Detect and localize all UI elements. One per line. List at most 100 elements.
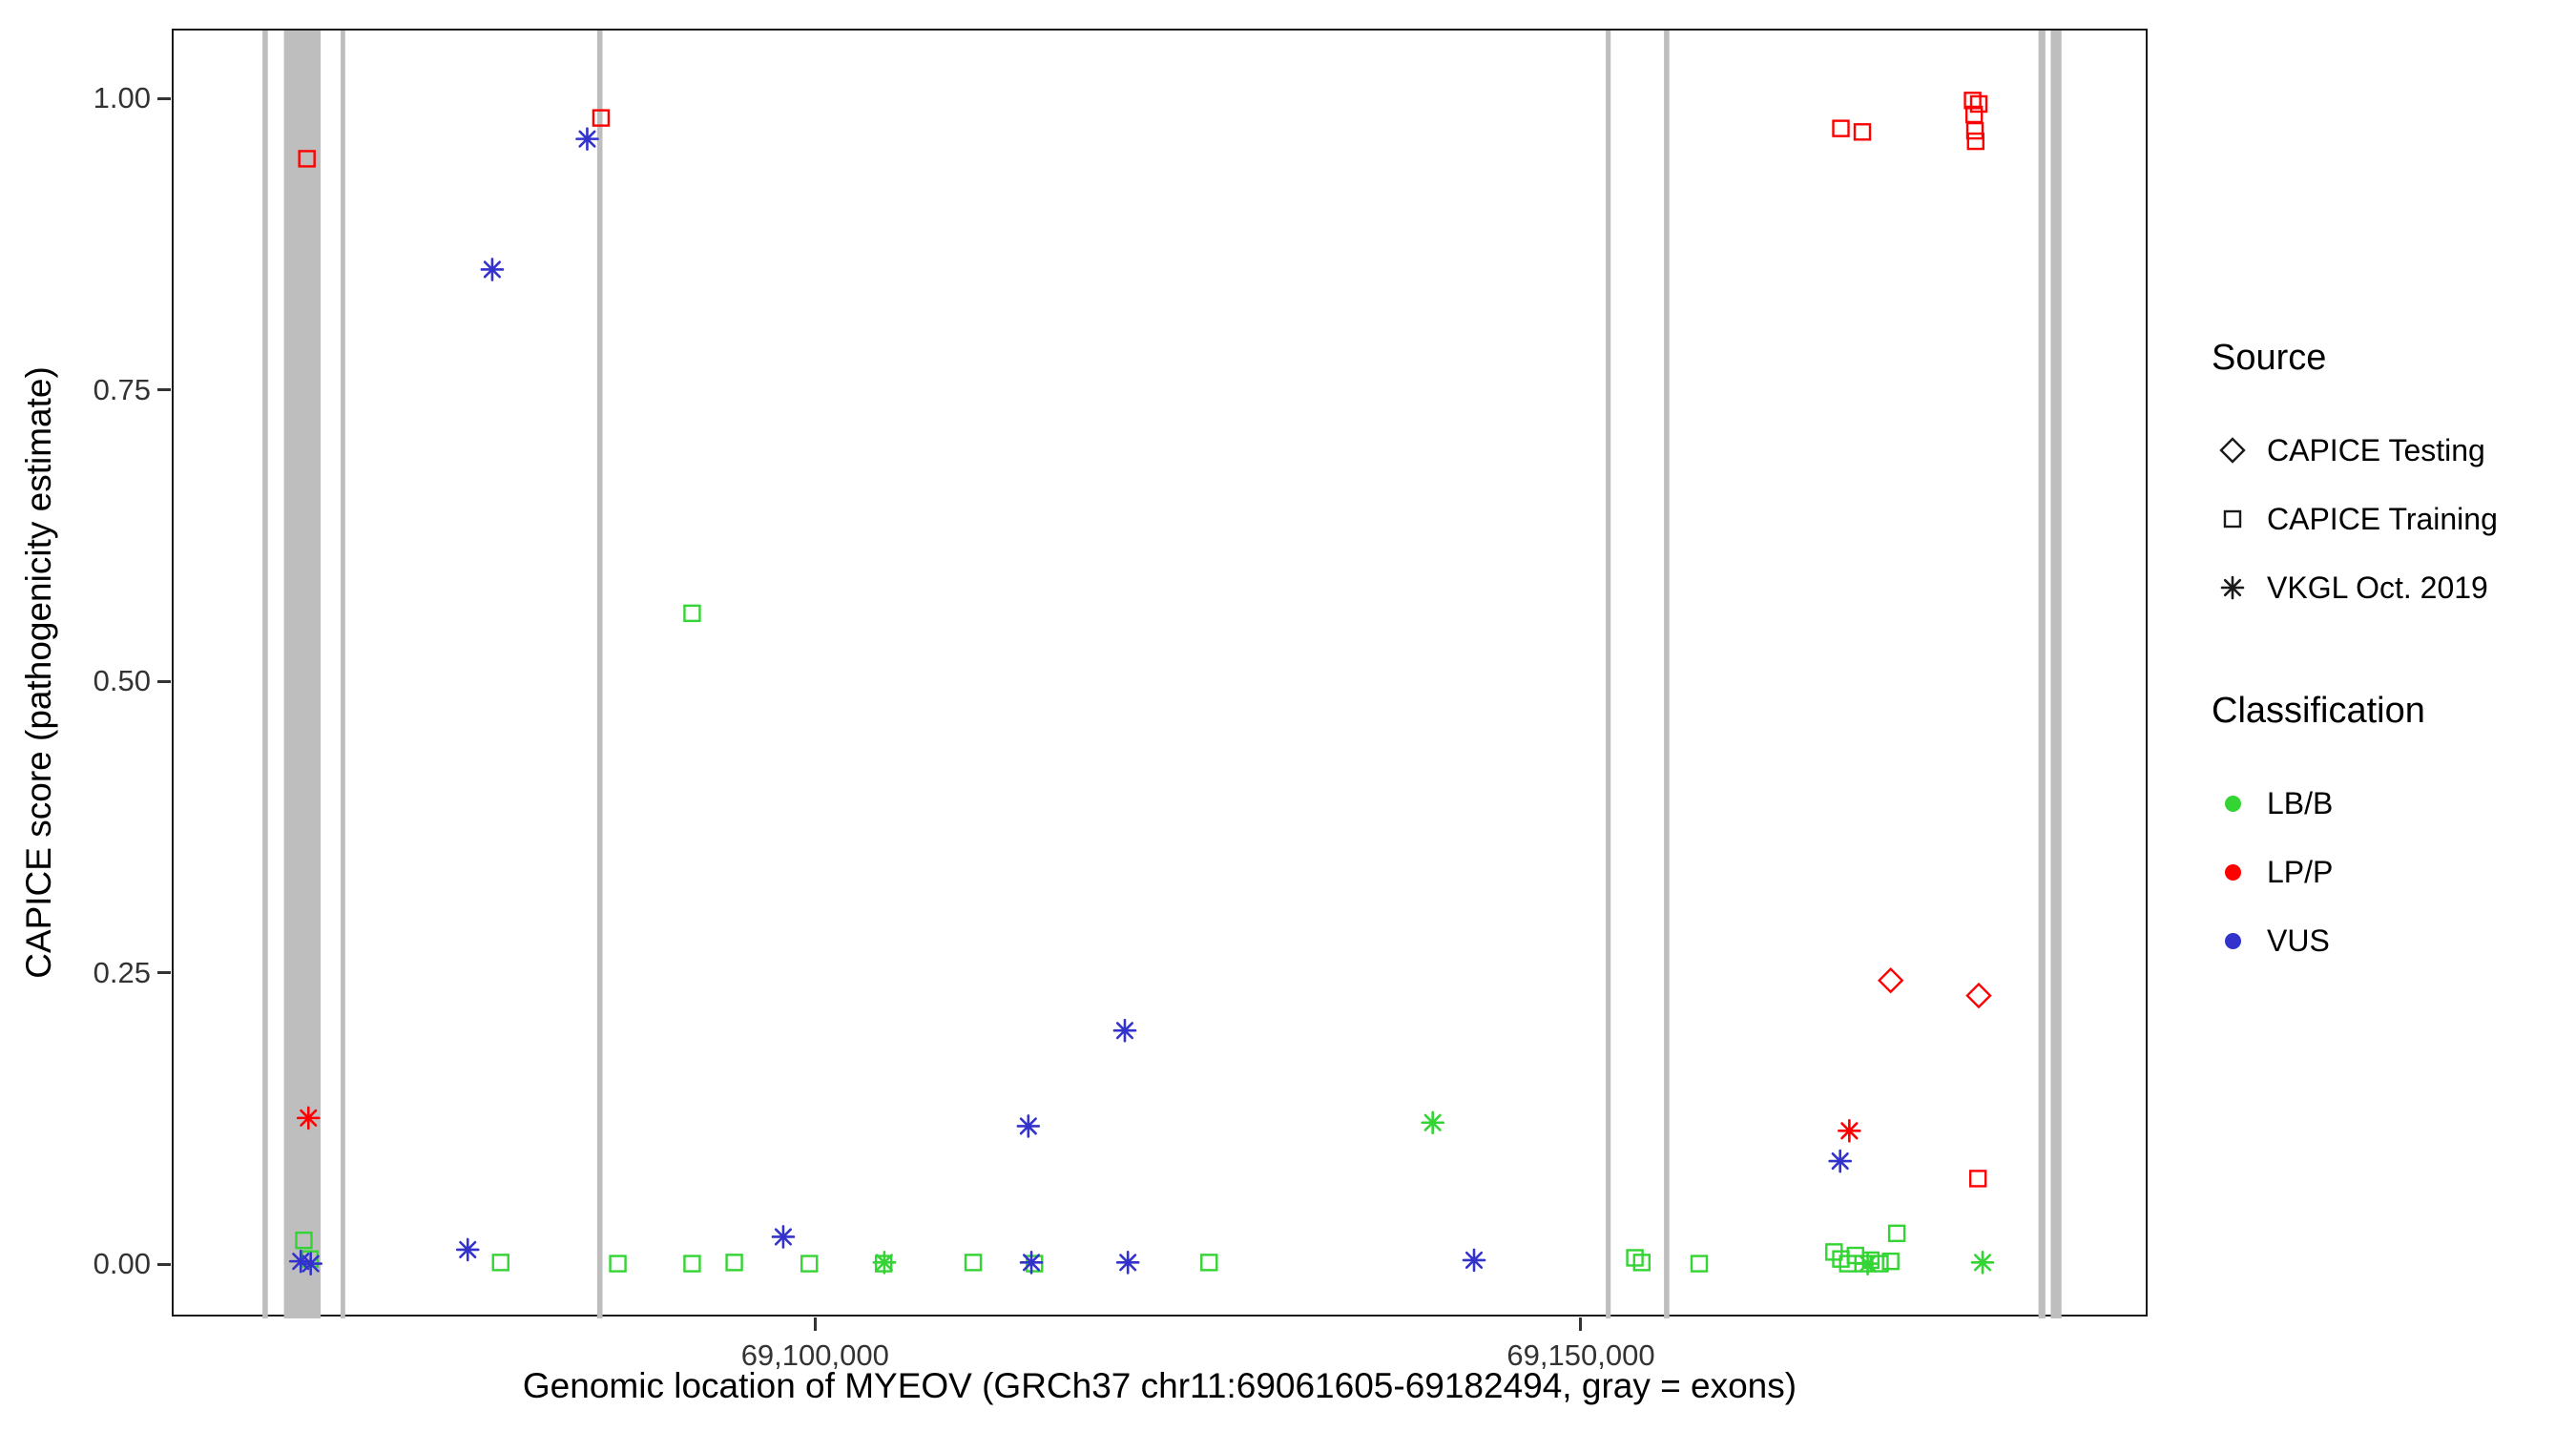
data-point-asterisk xyxy=(1828,1149,1853,1173)
data-point-square xyxy=(1881,1252,1900,1271)
asterisk-spoke xyxy=(1022,1254,1041,1272)
data-point-diamond xyxy=(1877,967,1904,994)
y-tick-mark xyxy=(157,1262,171,1266)
data-point-asterisk xyxy=(1838,1119,1861,1143)
exon-band xyxy=(2038,31,2046,1318)
asterisk-spoke xyxy=(292,1253,310,1271)
y-tick-label: 0.00 xyxy=(93,1247,151,1281)
data-point-asterisk xyxy=(1970,1251,1995,1275)
data-point-asterisk xyxy=(1115,1251,1140,1275)
asterisk-spoke xyxy=(875,1254,893,1272)
data-point-square xyxy=(1832,119,1850,137)
diamond-icon xyxy=(2212,434,2254,467)
asterisk-spoke xyxy=(1119,1254,1137,1272)
y-tick-mark xyxy=(157,388,171,392)
exon-band xyxy=(1664,31,1670,1318)
legend: Source CAPICE Testing CAPICE Training xyxy=(2212,336,2576,977)
y-tick-label: 0.25 xyxy=(93,955,151,989)
x-tick-label: 69,150,000 xyxy=(1506,1338,1655,1372)
data-point-square xyxy=(491,1254,509,1272)
exon-band xyxy=(262,31,268,1318)
data-point-asterisk xyxy=(771,1225,796,1249)
asterisk-spoke xyxy=(1840,1122,1859,1140)
y-tick-label: 1.00 xyxy=(93,81,151,115)
asterisk-spoke xyxy=(483,260,502,279)
legend-group-source: Source CAPICE Testing CAPICE Training xyxy=(2212,336,2576,620)
legend-item-label: LP/P xyxy=(2267,854,2334,889)
data-point-square xyxy=(964,1254,983,1272)
data-point-square xyxy=(683,1255,701,1273)
data-point-asterisk xyxy=(872,1251,897,1275)
green-dot-icon xyxy=(2212,795,2254,812)
data-point-asterisk xyxy=(1019,1251,1044,1275)
data-point-square xyxy=(1853,123,1872,141)
asterisk-spoke xyxy=(774,1228,793,1246)
data-point-asterisk xyxy=(480,258,505,281)
asterisk-spoke xyxy=(1423,1113,1442,1131)
data-point-square xyxy=(1968,1170,1987,1188)
data-point-square xyxy=(1887,1224,1906,1243)
data-point-asterisk xyxy=(1016,1114,1041,1138)
data-point-square xyxy=(800,1255,819,1273)
asterisk-spoke xyxy=(1973,1254,1992,1272)
exon-band xyxy=(1606,31,1611,1318)
red-dot-icon xyxy=(2212,863,2254,881)
legend-source-title: Source xyxy=(2212,338,2327,378)
data-point-asterisk xyxy=(1856,1252,1880,1275)
y-tick-label: 0.75 xyxy=(93,372,151,406)
data-point-square xyxy=(298,150,316,168)
data-point-square xyxy=(1963,92,1982,110)
data-point-asterisk xyxy=(1421,1110,1444,1135)
data-point-asterisk xyxy=(575,127,599,151)
asterisk-spoke xyxy=(1465,1251,1484,1269)
data-point-square xyxy=(609,1255,627,1273)
exon-band xyxy=(340,31,345,1318)
data-point-square xyxy=(1632,1254,1652,1272)
data-point-square xyxy=(295,1231,313,1250)
legend-item-label: VKGL Oct. 2019 xyxy=(2267,570,2488,605)
y-tick-label: 0.50 xyxy=(93,664,151,698)
data-point-square xyxy=(725,1254,743,1272)
legend-group-classification: Classification LB/B LP/P VUS xyxy=(2212,689,2576,973)
exon-band xyxy=(596,31,603,1318)
data-point-asterisk xyxy=(1112,1018,1137,1043)
plot-panel xyxy=(172,29,2148,1318)
exon-band xyxy=(283,31,322,1318)
y-tick-mark xyxy=(157,96,171,100)
square-icon xyxy=(2212,503,2254,535)
asterisk-spoke xyxy=(301,1255,320,1273)
data-point-asterisk xyxy=(455,1237,480,1262)
legend-item-label: CAPICE Training xyxy=(2267,501,2498,536)
data-point-asterisk xyxy=(288,1249,313,1274)
x-tick-label: 69,100,000 xyxy=(740,1338,889,1372)
x-tick-mark xyxy=(1579,1317,1583,1331)
legend-item-capice-training: CAPICE Training xyxy=(2212,487,2576,551)
legend-item-vus: VUS xyxy=(2212,908,2576,973)
data-point-diamond xyxy=(1965,982,1992,1009)
asterisk-spoke xyxy=(459,1240,477,1258)
legend-item-lbb: LB/B xyxy=(2212,771,2576,836)
exon-band xyxy=(2050,31,2062,1318)
data-point-asterisk xyxy=(299,1252,322,1275)
legend-item-lpp: LP/P xyxy=(2212,840,2576,904)
legend-classification-title: Classification xyxy=(2212,691,2425,731)
data-point-square xyxy=(592,109,611,127)
data-point-square xyxy=(1690,1255,1709,1273)
legend-item-label: VUS xyxy=(2267,923,2330,958)
y-tick-mark xyxy=(157,679,171,683)
data-point-asterisk xyxy=(296,1106,321,1130)
data-point-square xyxy=(1965,121,1984,140)
data-point-asterisk xyxy=(1462,1248,1486,1273)
legend-item-vkgl: VKGL Oct. 2019 xyxy=(2212,555,2576,620)
asterisk-spoke xyxy=(1859,1255,1877,1273)
asterisk-icon xyxy=(2212,571,2254,604)
legend-item-label: LB/B xyxy=(2267,785,2334,820)
plot-area-svg xyxy=(262,31,2062,1318)
blue-dot-icon xyxy=(2212,932,2254,949)
legend-item-label: CAPICE Testing xyxy=(2267,432,2485,467)
x-tick-mark xyxy=(813,1317,817,1331)
x-axis-title: Genomic location of MYEOV (GRCh37 chr11:… xyxy=(522,1366,1797,1405)
data-point-square xyxy=(683,604,701,623)
asterisk-spoke xyxy=(1831,1151,1849,1171)
